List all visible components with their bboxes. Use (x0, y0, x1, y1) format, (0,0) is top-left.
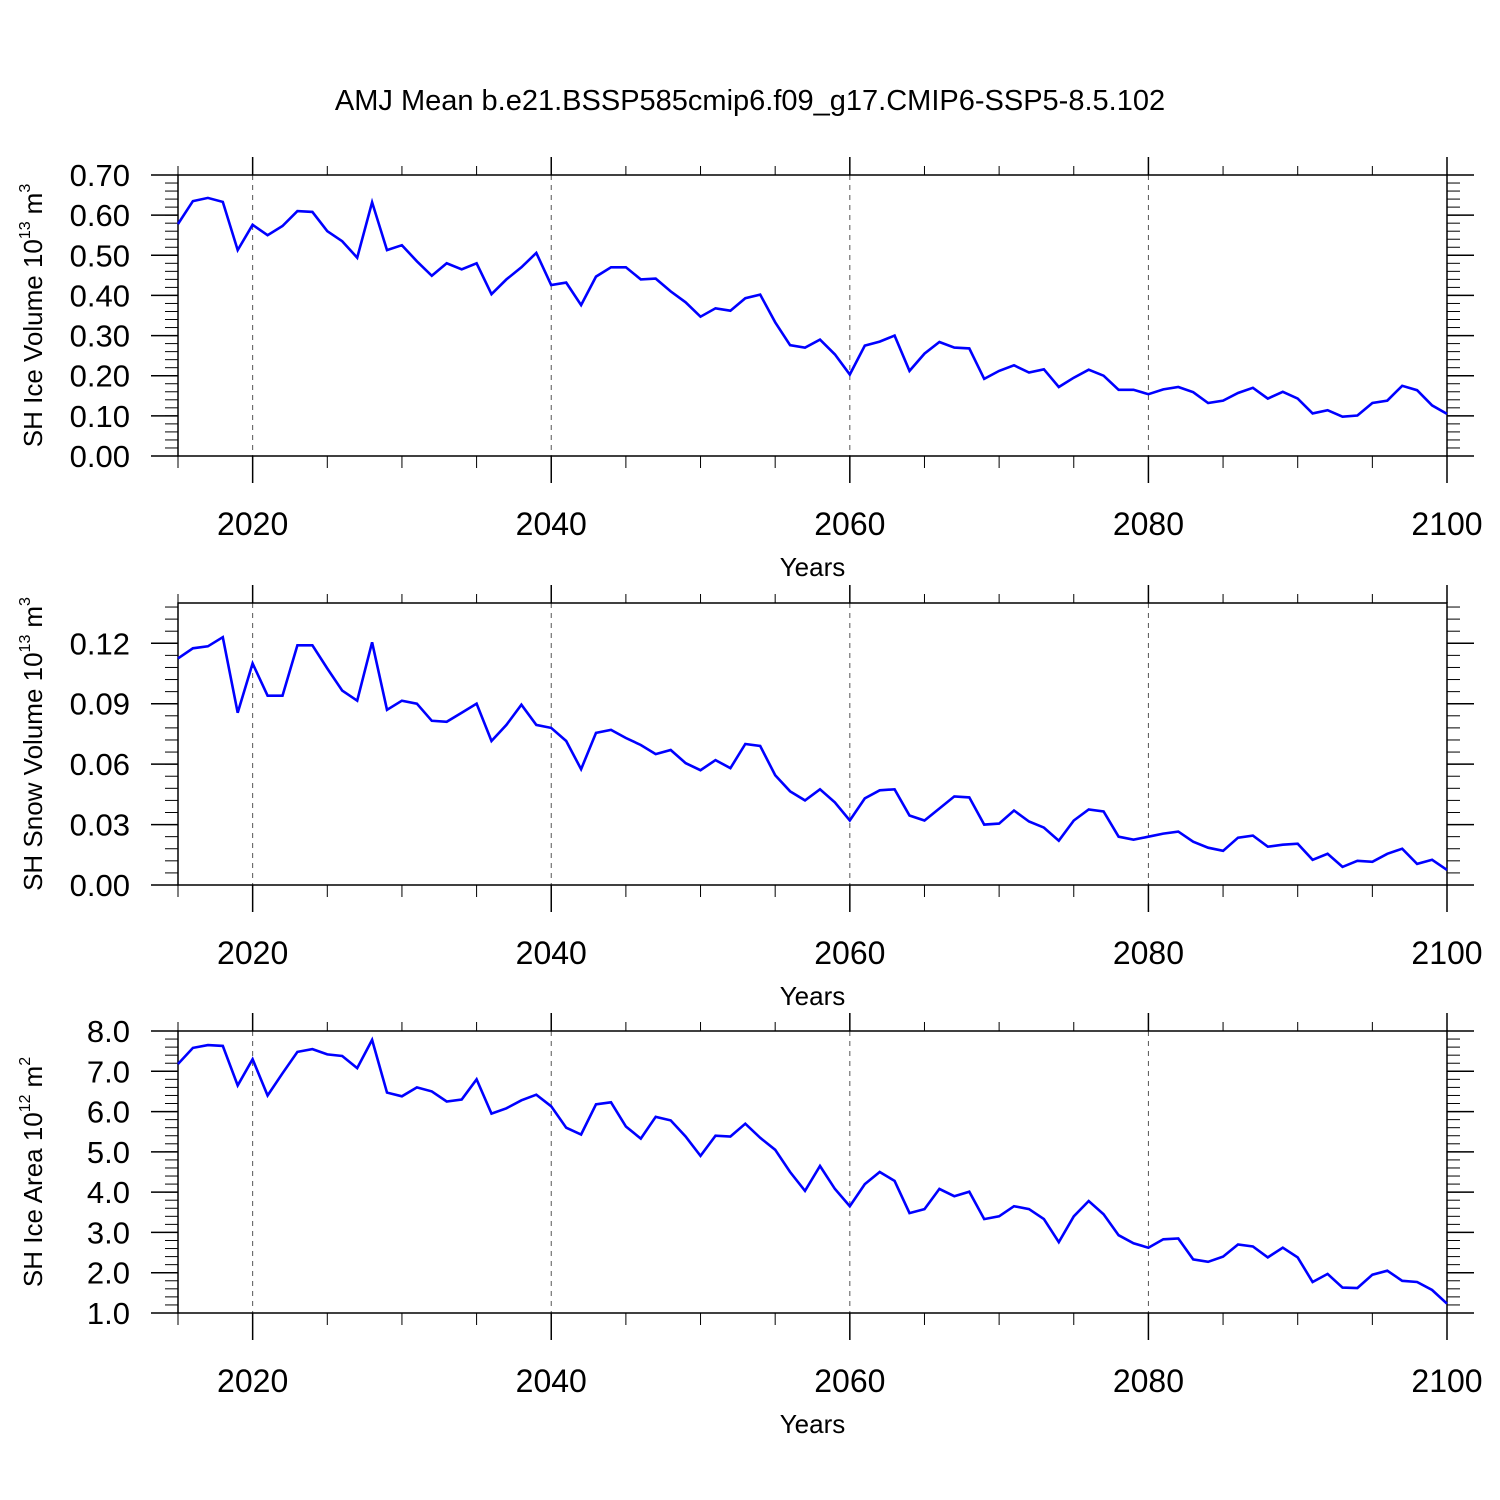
y-tick-label: 0.40 (70, 278, 130, 313)
y-tick-label: 0.00 (70, 868, 130, 903)
chart-title: AMJ Mean b.e21.BSSP585cmip6.f09_g17.CMIP… (334, 85, 1166, 117)
y-axis-label: SH Ice Volume 1013 m3 (17, 184, 48, 448)
series-line (177, 635, 1448, 871)
y-tick-label: 2.0 (87, 1256, 130, 1291)
x-tick-label: 2040 (516, 1363, 587, 1399)
series-line (177, 1036, 1448, 1305)
y-axis-label-exponent: 13 (17, 221, 34, 239)
x-tick-label: 2060 (814, 1363, 885, 1399)
panel-1: 2020 2040 2060 2080 2100 0.00 0.10 0.20 0.30 0.40… (17, 157, 1483, 582)
y-tick-label: 0.10 (70, 399, 130, 434)
x-axis-label: Years (780, 981, 846, 1011)
x-tick-label: 2020 (217, 1363, 288, 1399)
y-axis-label-text: SH Snow Volume 10 (18, 652, 48, 890)
y-tick-label: 0.50 (70, 238, 130, 273)
x-tick-label: 2020 (217, 935, 288, 971)
x-tick-label: 2040 (516, 506, 587, 542)
y-axis-label-unit-exponent: 3 (17, 597, 34, 606)
x-axis-label: Years (780, 552, 846, 582)
y-axis-label: SH Ice Area 1012 m2 (17, 1057, 48, 1287)
x-axis-label: Years (780, 1409, 846, 1439)
y-tick-label: 4.0 (87, 1175, 130, 1210)
x-tick-label: 2080 (1113, 506, 1184, 542)
x-tick-label: 2020 (217, 506, 288, 542)
x-tick-label: 2100 (1411, 1363, 1482, 1399)
y-tick-label: 0.20 (70, 359, 130, 394)
x-tick-label: 2100 (1411, 506, 1482, 542)
y-axis-label-text: SH Ice Area 10 (18, 1112, 48, 1287)
y-axis-label-exponent: 13 (17, 635, 34, 653)
y-tick-label: 0.03 (70, 808, 130, 843)
x-tick-label: 2100 (1411, 935, 1482, 971)
plot-frame (177, 602, 1448, 886)
panel-3: 2020 2040 2060 2080 2100 1.0 2.0 3.0 4.0 5.0 6.0 7.… (17, 1013, 1483, 1439)
y-tick-label: 0.09 (70, 687, 130, 722)
y-tick-label: 1.0 (87, 1296, 130, 1331)
series-line (176, 196, 1448, 419)
y-axis-label-unit-exponent: 2 (17, 1057, 34, 1066)
x-tick-label: 2060 (814, 935, 885, 971)
y-tick-label: 0.60 (70, 198, 130, 233)
plot-frame (177, 1030, 1448, 1314)
y-tick-label: 6.0 (87, 1095, 130, 1130)
y-tick-label: 7.0 (87, 1054, 130, 1089)
y-axis-label-unit: m (18, 1066, 48, 1088)
x-tick-label: 2040 (516, 935, 587, 971)
y-axis-label-unit-exponent: 3 (17, 184, 34, 193)
y-axis-label-unit: m (18, 193, 48, 215)
x-tick-label: 2060 (814, 506, 885, 542)
y-tick-label: 0.70 (70, 158, 130, 193)
y-axis-label: SH Snow Volume 1013 m3 (17, 597, 48, 891)
y-tick-label: 0.06 (70, 747, 130, 782)
y-tick-label: 5.0 (87, 1135, 130, 1170)
y-axis-label-exponent: 12 (17, 1094, 34, 1112)
y-tick-label: 0.00 (70, 439, 130, 474)
y-tick-label: 0.30 (70, 319, 130, 354)
panel-2: 2020 2040 2060 2080 2100 0.00 0.03 0.06 0.09 0.12… (17, 585, 1483, 1011)
y-axis-label-unit: m (18, 606, 48, 628)
x-tick-label: 2080 (1113, 935, 1184, 971)
y-axis-label-text: SH Ice Volume 10 (18, 239, 48, 447)
plot-frame (177, 174, 1448, 457)
y-tick-label: 0.12 (70, 626, 130, 661)
x-tick-label: 2080 (1113, 1363, 1184, 1399)
y-tick-label: 3.0 (87, 1215, 130, 1250)
y-tick-label: 8.0 (87, 1014, 130, 1049)
